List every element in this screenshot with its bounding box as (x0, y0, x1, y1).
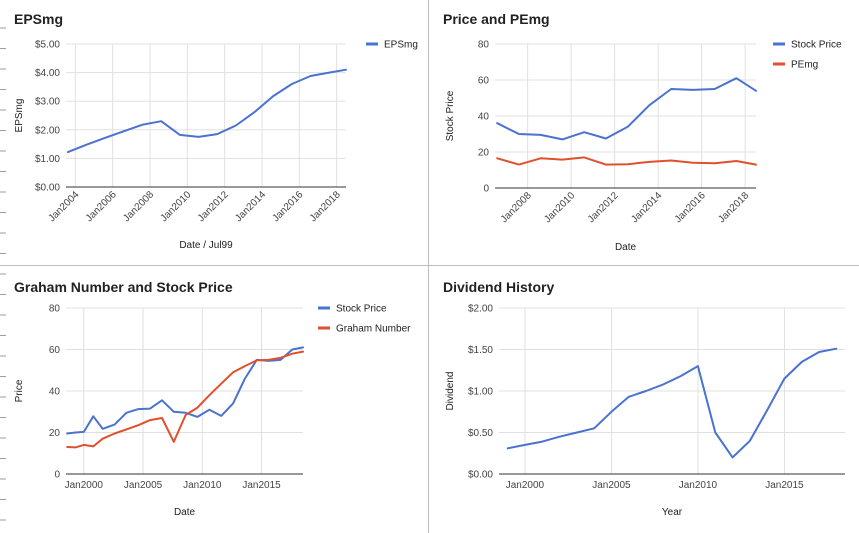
y-axis-title: EPSmg (14, 99, 25, 133)
chart-title: EPSmg (14, 11, 63, 27)
y-tick-label: $3.00 (35, 97, 60, 108)
legend-label: Graham Number (336, 324, 411, 335)
y-tick-label: $0.00 (468, 470, 493, 481)
y-tick-label: $2.00 (468, 304, 493, 315)
x-axis-title: Year (662, 507, 683, 518)
x-axis-title: Date (615, 242, 637, 253)
series-line (66, 68, 347, 154)
x-tick-label: Jan2008 (499, 190, 534, 225)
legend-label: PEmg (791, 60, 818, 71)
series-line (496, 156, 757, 166)
y-axis-title: Dividend (445, 372, 456, 411)
legend-label: Stock Price (336, 304, 387, 315)
y-tick-label: $1.50 (468, 345, 493, 356)
x-tick-label: Jan2018 (716, 190, 751, 225)
y-tick-label: 80 (49, 304, 61, 315)
y-tick-label: 20 (478, 148, 490, 159)
legend-label: Stock Price (791, 40, 842, 51)
x-tick-label: Jan2010 (679, 480, 718, 491)
eps-chart: EPSmg $0.00 $1.00 $2.00 $3.00 $4.00 $5.00 Jan2… (14, 11, 418, 251)
x-tick-label: Jan2018 (308, 189, 343, 224)
price-pe-chart: Price and PEmg 0 20 40 60 80 Jan2008 Jan2010 Ja… (443, 11, 842, 253)
x-tick-label: Jan2012 (586, 190, 621, 225)
dividend-chart: Dividend History $0.00 $0.50 $1.00 $1.50 $2.… (443, 279, 845, 518)
legend-label: EPSmg (384, 40, 418, 51)
y-tick-label: $0.00 (35, 183, 60, 194)
x-tick-label: Jan2000 (65, 480, 104, 491)
y-tick-label: $1.00 (35, 154, 60, 165)
x-tick-label: Jan2014 (233, 189, 268, 224)
y-axis-title: Stock Price (445, 90, 456, 141)
x-tick-label: Jan2005 (592, 480, 631, 491)
graham-chart: Graham Number and Stock Price 0 20 40 60 80 J… (14, 279, 411, 518)
y-tick-label: $0.50 (468, 428, 493, 439)
y-tick-label: 0 (54, 470, 60, 481)
x-tick-label: Jan2015 (242, 480, 281, 491)
x-tick-label: Jan2010 (183, 480, 222, 491)
x-tick-label: Jan2016 (271, 189, 306, 224)
x-tick-label: Jan2008 (121, 189, 156, 224)
y-tick-label: 60 (49, 345, 61, 356)
x-tick-label: Jan2012 (196, 189, 231, 224)
x-tick-label: Jan2005 (124, 480, 163, 491)
y-tick-label: $5.00 (35, 40, 60, 51)
y-tick-label: $1.00 (468, 387, 493, 398)
eps-chart-panel: EPSmg $0.00 $1.00 $2.00 $3.00 $4.00 $5.00 Jan2… (0, 0, 429, 266)
x-tick-label: Jan2016 (673, 190, 708, 225)
edge-tick-strip (0, 27, 6, 521)
x-tick-label: Jan2015 (765, 480, 804, 491)
dividend-chart-panel: Dividend History $0.00 $0.50 $1.00 $1.50 $2.… (429, 266, 859, 533)
y-axis-title: Price (14, 379, 25, 402)
y-tick-label: 0 (483, 184, 489, 195)
price-pe-chart-panel: Price and PEmg 0 20 40 60 80 Jan2008 Jan2010 Ja… (429, 0, 859, 266)
chart-title: Graham Number and Stock Price (14, 279, 233, 295)
y-tick-label: 20 (49, 428, 61, 439)
x-tick-label: Jan2014 (629, 190, 664, 225)
y-tick-label: 40 (49, 387, 61, 398)
y-tick-label: 80 (478, 40, 490, 51)
x-axis-title: Date / Jul99 (179, 240, 233, 251)
chart-title: Price and PEmg (443, 11, 550, 27)
x-tick-label: Jan2006 (84, 189, 119, 224)
x-tick-label: Jan2010 (159, 189, 194, 224)
x-tick-label: Jan2004 (47, 189, 82, 224)
y-tick-label: $2.00 (35, 125, 60, 136)
series-line (506, 347, 838, 459)
y-tick-label: 60 (478, 76, 490, 87)
x-tick-label: Jan2000 (506, 480, 545, 491)
y-tick-label: 40 (478, 112, 490, 123)
y-tick-label: $4.00 (35, 68, 60, 79)
graham-chart-panel: Graham Number and Stock Price 0 20 40 60 80 J… (0, 266, 429, 533)
series-line (496, 77, 757, 141)
series-line (66, 350, 304, 449)
x-axis-title: Date (174, 507, 196, 518)
chart-title: Dividend History (443, 279, 554, 295)
x-tick-label: Jan2010 (542, 190, 577, 225)
